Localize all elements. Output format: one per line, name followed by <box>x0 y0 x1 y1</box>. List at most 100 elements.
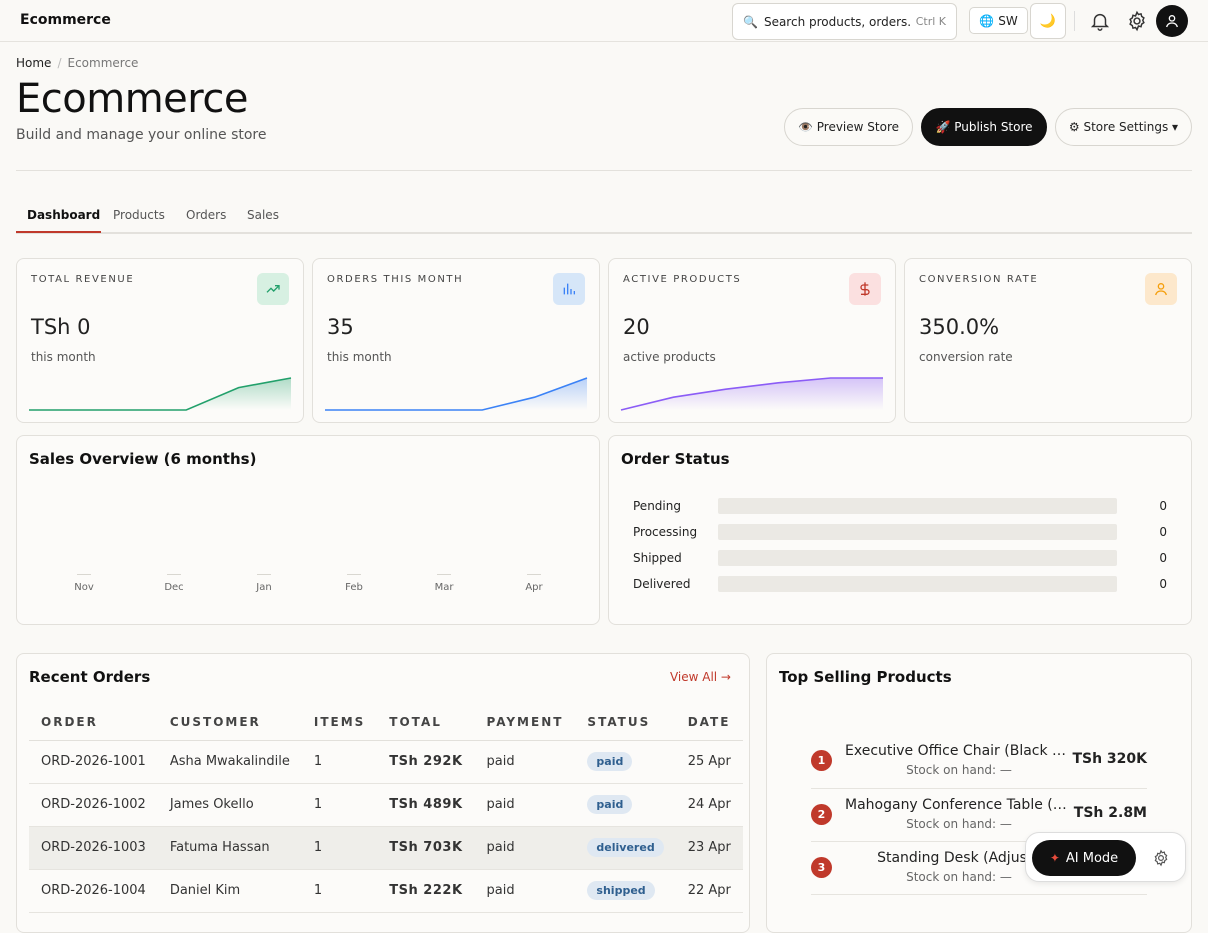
list-item[interactable]: 3 Standing Desk (Adjusta Stock on hand: … <box>811 842 1147 895</box>
kpi-value: 35 <box>327 315 354 339</box>
sparkline-area <box>325 378 587 410</box>
store-settings-button[interactable]: ⚙ Store Settings ▾ <box>1055 108 1192 146</box>
search-shortcut: Ctrl K <box>915 15 946 28</box>
status-badge: paid <box>587 752 633 771</box>
table-row[interactable]: ORD-2026-1004 Daniel Kim 1 TSh 222K paid… <box>29 869 743 913</box>
order-id: ORD-2026-1001 <box>29 740 158 784</box>
order-total: TSh 489K <box>377 783 475 827</box>
order-status-card: Order Status Pending 0 Processing 0 Ship… <box>608 435 1192 625</box>
search-icon: 🔍 <box>743 14 758 29</box>
kpi-value: 350.0% <box>919 315 1000 339</box>
tab-sales[interactable]: Sales <box>247 208 279 222</box>
tab-orders[interactable]: Orders <box>186 208 227 222</box>
settings-button[interactable] <box>1126 10 1148 36</box>
kpi-caption: conversion rate <box>919 350 1013 364</box>
ai-mode-button[interactable]: ✦ AI Mode <box>1032 840 1136 876</box>
x-tick-label: Mar <box>435 582 455 593</box>
sales-overview-chart: Nov Dec Jan Feb Mar Apr <box>74 574 544 593</box>
sales-bar <box>257 574 271 575</box>
notifications-button[interactable] <box>1089 10 1111 36</box>
sparkline-line <box>325 377 588 411</box>
status-label: Delivered <box>633 577 691 591</box>
breadcrumb-home[interactable]: Home <box>16 56 52 70</box>
ai-mode-widget: ✦ AI Mode <box>1025 832 1186 882</box>
rank-badge: 3 <box>811 857 832 878</box>
breadcrumb-current: Ecommerce <box>67 56 139 70</box>
status-count: 0 <box>1159 577 1167 591</box>
orders-table: ORDER CUSTOMER ITEMS TOTAL PAYMENT STATU… <box>29 704 743 913</box>
order-status-title: Order Status <box>621 450 730 468</box>
product-stock: Stock on hand: — <box>906 870 1012 884</box>
sales-overview-title: Sales Overview (6 months) <box>29 450 257 468</box>
status-row-pending: Pending 0 <box>633 497 1179 515</box>
status-badge: shipped <box>587 881 655 900</box>
table-row[interactable]: ORD-2026-1003 Fatuma Hassan 1 TSh 703K p… <box>29 826 743 870</box>
globe-icon: 🌐 <box>979 13 995 28</box>
list-item[interactable]: 1 Executive Office Chair (Black Leather)… <box>811 736 1147 789</box>
payment-status: paid <box>474 783 576 827</box>
search-input[interactable]: 🔍 Search products, orders... Ctrl K <box>732 3 957 40</box>
sales-bar <box>437 574 451 575</box>
order-total: TSh 222K <box>377 869 475 913</box>
user-icon <box>1166 15 1178 28</box>
x-tick-label: Apr <box>525 582 543 593</box>
top-selling-card: Top Selling Products 1 Executive Office … <box>766 653 1192 933</box>
trend-up-icon <box>257 273 289 305</box>
sales-bar <box>77 574 91 575</box>
dollar-icon <box>849 273 881 305</box>
x-tick-label: Feb <box>345 582 363 593</box>
order-date: 23 Apr <box>675 826 743 870</box>
order-total: TSh 703K <box>377 826 475 870</box>
sparkline-line <box>29 377 292 411</box>
ai-settings-button[interactable] <box>1152 849 1170 871</box>
status-count: 0 <box>1159 551 1167 565</box>
language-label: SW <box>998 13 1018 28</box>
status-bar <box>718 576 1117 592</box>
item-count: 1 <box>301 869 378 913</box>
customer-name: Fatuma Hassan <box>157 826 302 870</box>
column-header[interactable]: PAYMENT <box>474 704 576 741</box>
tab-dashboard[interactable]: Dashboard <box>27 208 101 222</box>
rank-badge: 1 <box>811 750 832 771</box>
user-icon <box>1145 273 1177 305</box>
column-header[interactable]: CUSTOMER <box>157 704 302 741</box>
view-all-link[interactable]: View All → <box>669 670 731 684</box>
x-tick-label: Jan <box>255 582 271 593</box>
theme-toggle[interactable]: 🌙 <box>1030 3 1066 39</box>
status-cell: shipped <box>575 869 676 913</box>
ai-mode-label: AI Mode <box>1065 850 1119 866</box>
language-switch[interactable]: 🌐 SW <box>969 7 1028 34</box>
status-badge: paid <box>587 795 633 814</box>
product-stock: Stock on hand: — <box>906 817 1012 831</box>
x-tick-label: Nov <box>74 582 94 593</box>
top-selling-title: Top Selling Products <box>779 668 952 686</box>
status-count: 0 <box>1159 499 1167 513</box>
status-row-processing: Processing 0 <box>633 523 1179 541</box>
order-id: ORD-2026-1003 <box>29 826 158 870</box>
table-row[interactable]: ORD-2026-1001 Asha Mwakalindile 1 TSh 29… <box>29 740 743 784</box>
order-id: ORD-2026-1002 <box>29 783 158 827</box>
product-price: TSh 320K <box>1072 751 1147 767</box>
sales-bar <box>167 574 181 575</box>
column-header[interactable]: ITEMS <box>301 704 378 741</box>
column-header[interactable]: STATUS <box>575 704 676 741</box>
customer-name: Asha Mwakalindile <box>157 740 302 784</box>
column-header[interactable]: ORDER <box>29 704 158 741</box>
customer-name: James Okello <box>157 783 302 827</box>
tab-products[interactable]: Products <box>113 208 165 222</box>
breadcrumb-separator: / <box>57 56 62 70</box>
item-count: 1 <box>301 740 378 784</box>
preview-store-button[interactable]: 👁️ Preview Store <box>784 108 913 146</box>
page-title: Ecommerce <box>16 76 248 122</box>
app-brand[interactable]: Ecommerce <box>20 12 111 28</box>
user-avatar[interactable] <box>1156 5 1188 37</box>
status-row-delivered: Delivered 0 <box>633 575 1179 593</box>
column-header[interactable]: TOTAL <box>377 704 475 741</box>
list-item[interactable]: 2 Mahogany Conference Table (12-Seat) St… <box>811 789 1147 842</box>
publish-store-button[interactable]: 🚀 Publish Store <box>921 108 1047 146</box>
column-header[interactable]: DATE <box>675 704 743 741</box>
kpi-label: TOTAL REVENUE <box>31 274 135 285</box>
table-row[interactable]: ORD-2026-1002 James Okello 1 TSh 489K pa… <box>29 783 743 827</box>
status-cell: paid <box>575 740 676 784</box>
table-header-row: ORDER CUSTOMER ITEMS TOTAL PAYMENT STATU… <box>29 704 743 741</box>
